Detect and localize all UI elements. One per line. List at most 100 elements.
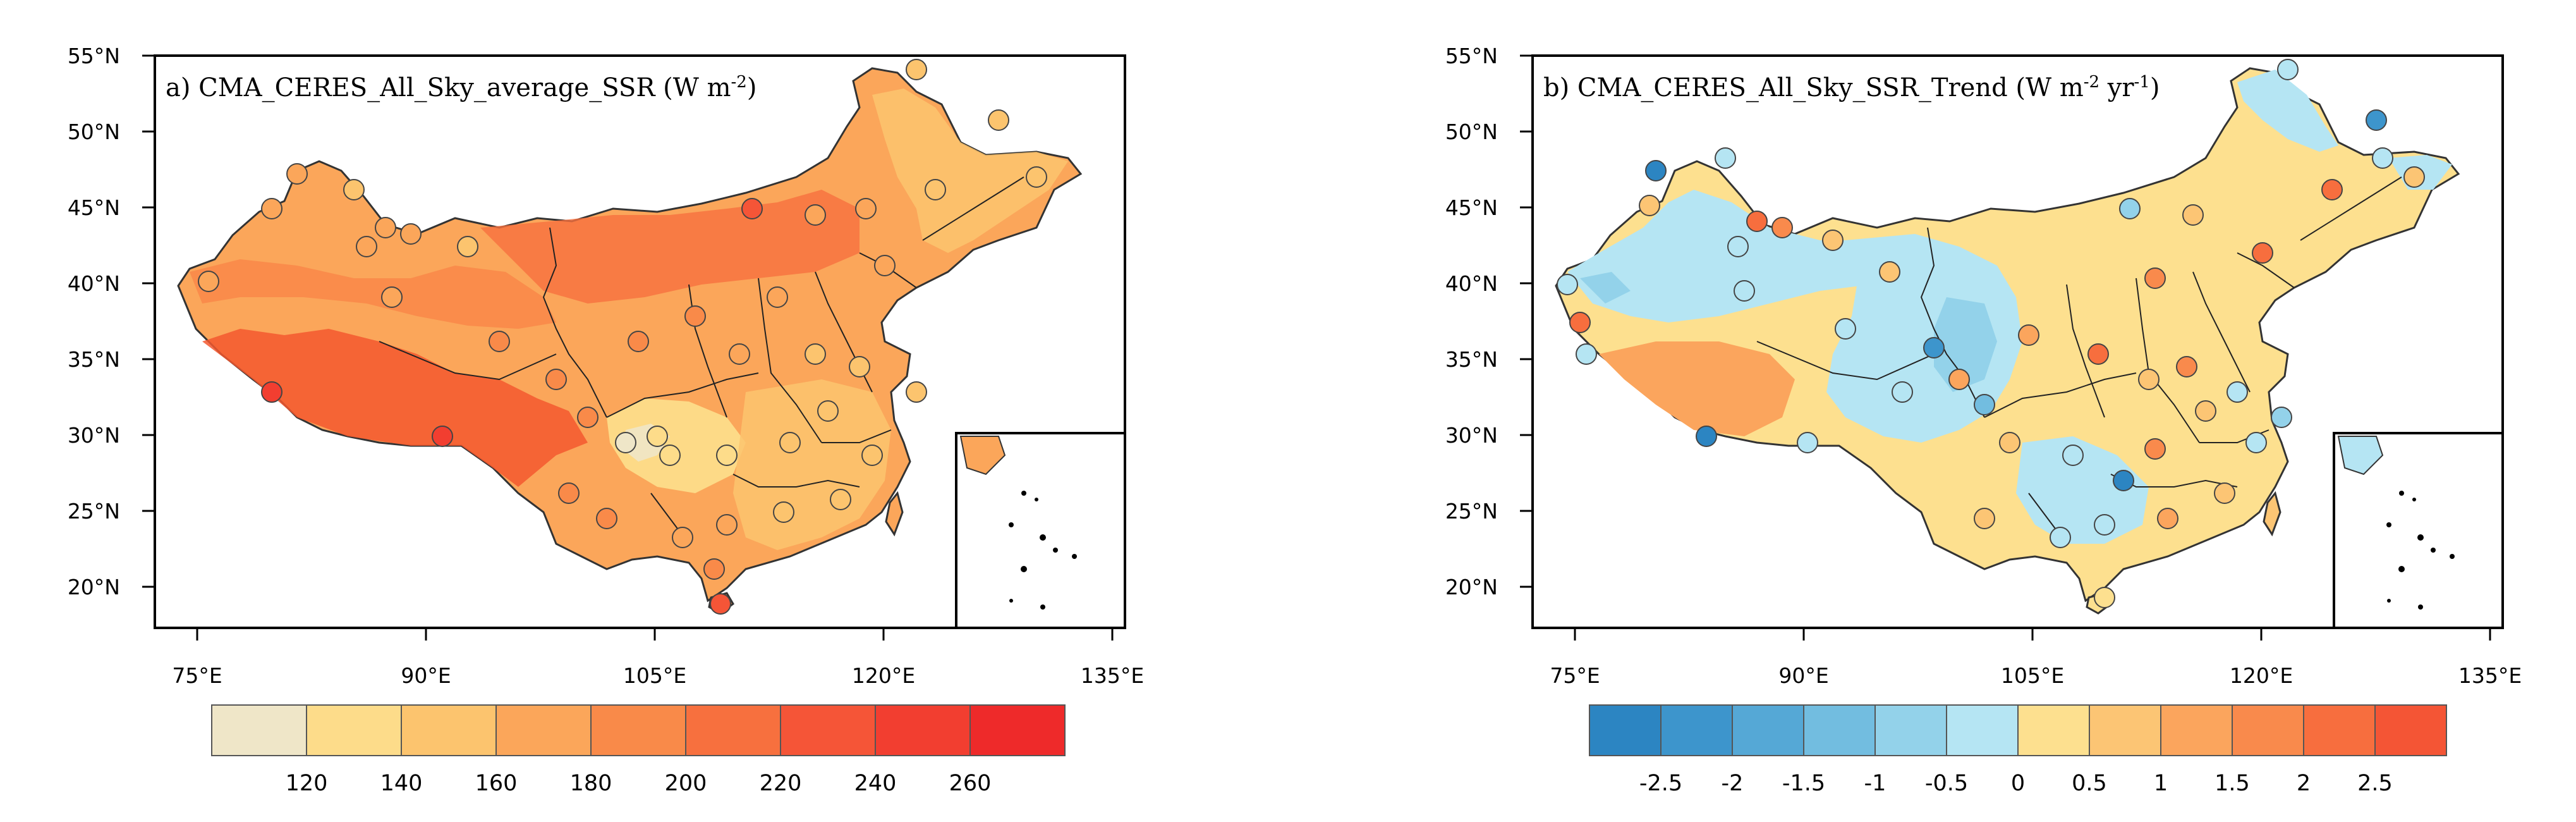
colorbar-a-seg [590,704,686,756]
colorbar-b-seg [1874,704,1947,756]
colorbar-b-label: 1.5 [2215,771,2250,796]
colorbar-b-label: 0 [2011,771,2025,796]
colorbar-b-seg [2303,704,2376,756]
colorbar-a-label: 240 [854,771,897,796]
central-deep-blue-b [1934,297,1997,392]
colorbar-a-seg [401,704,497,756]
colorbar-b-label: -2.5 [1639,771,1682,796]
colorbar-b-label: -1.5 [1782,771,1825,796]
map-frame-b [1531,54,2504,629]
colorbar-a-seg [969,704,1066,756]
colorbar-b-label: 2 [2297,771,2311,796]
panel-a-average-ssr-map: a) CMA_CERES_All_Sky_average_SSR (W m-2)… [0,0,1264,822]
panel-b-ssr-trend-map: b) CMA_CERES_All_Sky_SSR_Trend (W m-2 yr… [1390,0,2576,822]
colorbar-a-label: 260 [949,771,992,796]
colorbar-b-seg [2017,704,2090,756]
colorbar-a-seg [306,704,402,756]
colorbar-b-seg [2374,704,2447,756]
northeast-zone-a [872,89,1068,253]
southeast-zone-a [733,379,891,550]
colorbar-a-seg [875,704,971,756]
lat-tick-a: 25°N [68,499,120,524]
lon-tick-b: 75°E [1550,663,1600,688]
lon-tick-a: 105°E [623,663,686,688]
colorbar-a-seg [211,704,307,756]
colorbar-a-label: 200 [665,771,707,796]
colorbar-b-label: 2.5 [2357,771,2393,796]
lat-tick-b: 25°N [1445,499,1498,524]
northcentral-zone-a [480,190,860,304]
map-frame-a [154,54,1126,629]
colorbar-b-label: -0.5 [1925,771,1968,796]
colorbar-b-seg [1732,704,1804,756]
lat-tick-a: 30°N [68,423,120,448]
title-a: a) CMA_CERES_All_Sky_average_SSR (W m-2) [166,73,756,102]
stations-b [1557,59,2425,608]
colorbar-a-label: 120 [286,771,328,796]
lon-axis-b: 75°E 90°E 105°E 120°E 135°E [1550,663,2522,688]
lon-tick-a: 120°E [852,663,915,688]
lat-axis-a: 55°N 50°N 45°N 40°N 35°N 30°N 25°N 20°N [68,44,120,599]
trend-field-b [1555,59,2503,628]
west-blue-zone-b [1567,190,1896,322]
south-blue-zone-b [2016,436,2149,544]
lon-axis-a: 75°E 90°E 105°E 120°E 135°E [172,663,1144,688]
inset-islands-a [959,436,1077,610]
lat-tick-b: 30°N [1445,423,1498,448]
colorbar-b-label: -1 [1864,771,1886,796]
lat-tick-b: 40°N [1445,271,1498,296]
lon-tick-a: 90°E [401,663,451,688]
lon-tick-a: 135°E [1081,663,1144,688]
map-a-svg: a) CMA_CERES_All_Sky_average_SSR (W m-2)… [68,44,1144,796]
lat-tick-b: 50°N [1445,120,1498,144]
northeast-blue-zone-b [2237,70,2338,152]
lon-tick-b: 105°E [2001,663,2064,688]
stations-a [198,59,1047,615]
colorbar-b-seg [1803,704,1876,756]
lat-ticks-b [1520,54,2491,641]
colorbar-b-label: 0.5 [2072,771,2107,796]
lat-tick-a: 45°N [68,195,120,220]
colorbar-b-seg [2232,704,2304,756]
lat-tick-a: 35°N [68,347,120,372]
lon-tick-b: 135°E [2458,663,2522,688]
colorbar-a-labels: 120 140 160 180 200 220 240 260 [286,771,992,796]
colorbar-a-label: 140 [380,771,423,796]
lat-tick-a: 40°N [68,271,120,296]
lon-tick-b: 120°E [2230,663,2293,688]
lat-ticks-a [142,54,1114,641]
colorbar-b-label: -2 [1722,771,1744,796]
colorbar-a [211,704,1066,756]
colorbar-b-seg [2089,704,2161,756]
colorbar-b-labels: -2.5 -2 -1.5 -1 -0.5 0 0.5 1 1.5 2 2.5 [1639,771,2393,796]
colorbar-a-label: 180 [570,771,612,796]
colorbar-a-seg [685,704,781,756]
colorbar-a-label: 220 [760,771,802,796]
colorbar-a-seg [495,704,592,756]
colorbar-b-label: 1 [2154,771,2168,796]
plateau-zone-a [202,329,588,487]
taiwan-b [2263,491,2281,537]
lat-tick-a: 20°N [68,575,120,599]
lon-tick-b: 90°E [1778,663,1828,688]
taiwan-a [885,491,904,537]
ssr-field-a [177,59,1125,628]
lat-tick-b: 45°N [1445,195,1498,220]
lat-tick-b: 55°N [1445,44,1498,68]
colorbar-b [1589,704,2447,756]
colorbar-b-seg [1589,704,1662,756]
colorbar-a-seg [780,704,876,756]
lat-tick-a: 55°N [68,44,120,68]
tibet-orange-zone-b [1599,341,1795,436]
lat-tick-b: 35°N [1445,347,1498,372]
title-b: b) CMA_CERES_All_Sky_SSR_Trend (W m-2 yr… [1543,73,2160,102]
central-blue-zone-b [1826,234,2022,443]
taklimakan-zone-a [190,259,556,329]
colorbar-b-seg [1660,704,1733,756]
northwest-blue-zone-b [1580,272,1631,304]
colorbar-a-label: 160 [475,771,518,796]
colorbar-b-seg [1946,704,2019,756]
inset-islands-b [2337,436,2455,610]
lat-tick-a: 50°N [68,120,120,144]
map-b-svg: b) CMA_CERES_All_Sky_SSR_Trend (W m-2 yr… [1445,44,2522,796]
